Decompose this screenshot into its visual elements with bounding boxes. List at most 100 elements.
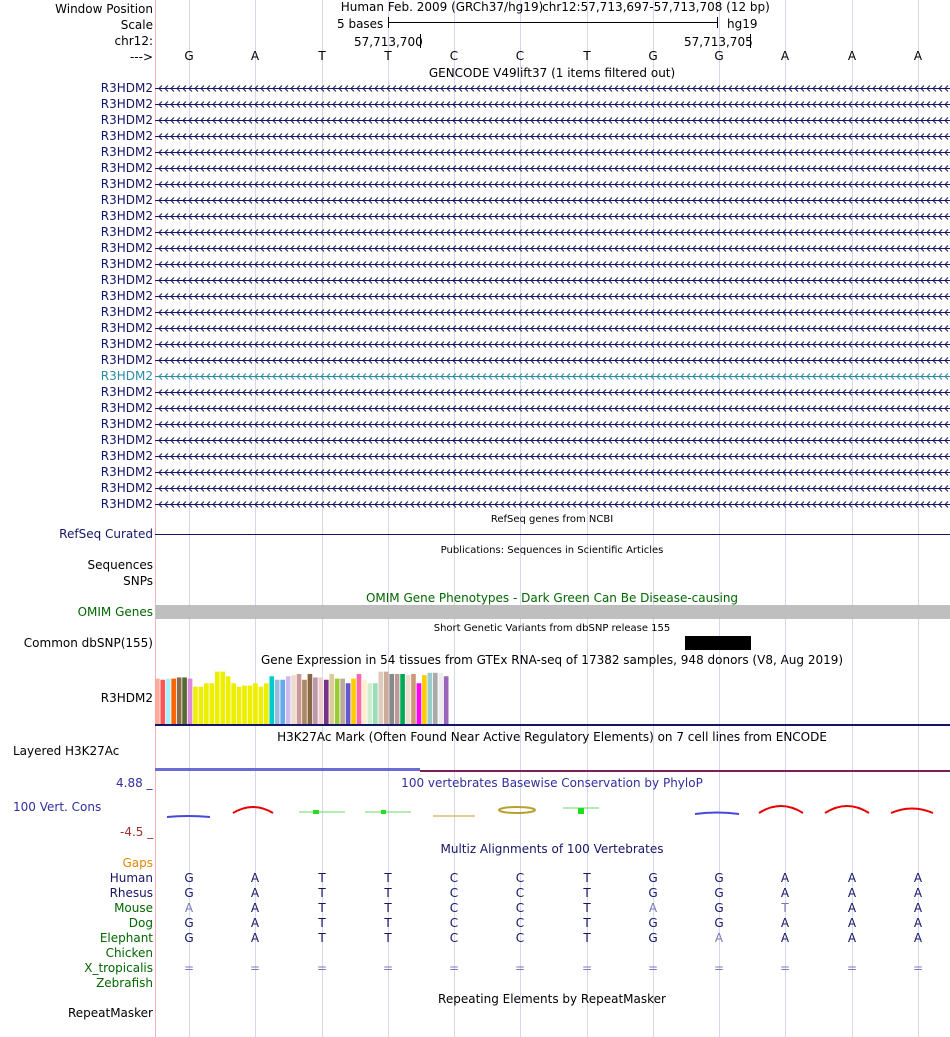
dbsnp-label[interactable]: Common dbSNP(155) [23,636,153,650]
gtex-tissue-bar[interactable] [247,685,253,725]
sequences-label[interactable]: Sequences [87,558,153,572]
gtex-tissue-bar[interactable] [307,673,313,725]
gene-label-r3hdm2[interactable]: R3HDM2 [100,273,153,287]
gene-label-r3hdm2[interactable]: R3HDM2 [100,161,153,175]
gene-label-r3hdm2[interactable]: R3HDM2 [100,257,153,271]
gtex-gene-label[interactable]: R3HDM2 [100,691,153,705]
species-label-human[interactable]: Human [109,871,153,885]
gencode-transcript-r3hdm2[interactable] [155,339,950,350]
gtex-tissue-bar[interactable] [155,678,160,725]
gtex-tissue-bar[interactable] [231,683,236,725]
species-label-dog[interactable]: Dog [128,916,153,930]
gtex-tissue-bar[interactable] [258,686,264,725]
gtex-tissue-bar[interactable] [405,675,411,725]
h3k27ac-label[interactable]: Layered H3K27Ac [13,744,120,758]
gene-label-r3hdm2[interactable]: R3HDM2 [100,129,153,143]
gencode-transcript-r3hdm2[interactable] [155,179,950,190]
gtex-tissue-bar[interactable] [389,673,394,725]
gencode-transcript-r3hdm2[interactable] [155,211,950,222]
gencode-transcript-r3hdm2[interactable] [155,131,950,142]
gtex-tissue-bar[interactable] [400,673,405,725]
gtex-tissue-bar[interactable] [323,679,329,725]
gtex-tissue-bar[interactable] [274,679,280,725]
gene-label-r3hdm2[interactable]: R3HDM2 [100,145,153,159]
gtex-tissue-bar[interactable] [264,683,269,725]
gene-label-r3hdm2[interactable]: R3HDM2 [100,305,153,319]
gtex-tissue-bar[interactable] [416,683,422,725]
gtex-tissue-bar[interactable] [225,676,231,725]
gene-label-r3hdm2[interactable]: R3HDM2 [100,225,153,239]
gene-label-r3hdm2[interactable]: R3HDM2 [100,209,153,223]
gencode-transcript-r3hdm2[interactable] [155,483,950,494]
gtex-tissue-bar[interactable] [334,678,340,725]
species-label-zebrafish[interactable]: Zebrafish [96,976,153,990]
gtex-tissue-bar[interactable] [302,679,307,725]
gtex-tissue-bar[interactable] [318,677,324,725]
gene-label-r3hdm2[interactable]: R3HDM2 [100,449,153,463]
omim-label[interactable]: OMIM Genes [77,605,153,619]
gtex-tissue-bar[interactable] [362,679,367,725]
track-image-panel[interactable]: Human Feb. 2009 (GRCh37/hg19) chr12:57,7… [155,0,950,1037]
gene-label-r3hdm2[interactable]: R3HDM2 [100,369,153,383]
gtex-tissue-bar[interactable] [373,683,378,725]
gtex-tissue-bar[interactable] [285,676,291,725]
gtex-tissue-bar[interactable] [209,683,215,725]
gene-label-r3hdm2[interactable]: R3HDM2 [100,289,153,303]
gtex-tissue-bar[interactable] [313,677,318,725]
gene-label-r3hdm2[interactable]: R3HDM2 [100,241,153,255]
gtex-tissue-bar[interactable] [165,678,171,725]
gtex-tissue-bar[interactable] [383,671,389,725]
gene-label-r3hdm2[interactable]: R3HDM2 [100,417,153,431]
gtex-tissue-bar[interactable] [378,671,384,725]
gtex-tissue-bar[interactable] [345,683,351,725]
gencode-transcript-r3hdm2[interactable] [155,115,950,126]
gtex-tissue-bar[interactable] [269,676,275,725]
gene-label-r3hdm2[interactable]: R3HDM2 [100,193,153,207]
gencode-transcript-r3hdm2[interactable] [155,403,950,414]
gencode-transcript-r3hdm2[interactable] [155,275,950,286]
gencode-transcript-r3hdm2[interactable] [155,419,950,430]
gencode-transcript-r3hdm2[interactable] [155,467,950,478]
gene-label-r3hdm2[interactable]: R3HDM2 [100,465,153,479]
gencode-transcript-r3hdm2[interactable] [155,83,950,94]
gene-label-r3hdm2[interactable]: R3HDM2 [100,385,153,399]
gtex-tissue-bar[interactable] [198,686,204,725]
gene-label-r3hdm2[interactable]: R3HDM2 [100,337,153,351]
species-label-chicken[interactable]: Chicken [105,946,153,960]
gencode-transcript-r3hdm2[interactable] [155,195,950,206]
gene-label-r3hdm2[interactable]: R3HDM2 [100,177,153,191]
gtex-tissue-bar[interactable] [296,673,302,725]
gencode-transcript-r3hdm2[interactable] [155,371,950,382]
gtex-tissue-bar[interactable] [253,683,258,725]
gencode-transcript-r3hdm2[interactable] [155,451,950,462]
gencode-transcript-r3hdm2[interactable] [155,387,950,398]
gtex-tissue-bar[interactable] [438,672,444,725]
gtex-tissue-bar[interactable] [356,673,362,725]
gtex-tissue-bar[interactable] [236,686,242,725]
gtex-tissue-bar[interactable] [340,678,345,725]
refseq-line[interactable] [155,534,950,535]
gene-label-r3hdm2[interactable]: R3HDM2 [100,353,153,367]
gtex-tissue-bar[interactable] [220,671,226,725]
gtex-tissue-bar[interactable] [329,673,335,725]
gencode-transcript-r3hdm2[interactable] [155,435,950,446]
gencode-transcript-r3hdm2[interactable] [155,163,950,174]
phylop-conservation-plot[interactable] [155,796,950,826]
gtex-tissue-bar[interactable] [411,673,416,725]
gtex-tissue-bar[interactable] [443,676,449,725]
species-label-elephant[interactable]: Elephant [99,931,153,945]
gtex-tissue-bar[interactable] [182,677,187,725]
gencode-transcript-r3hdm2[interactable] [155,323,950,334]
refseq-label[interactable]: RefSeq Curated [59,527,153,541]
gencode-transcript-r3hdm2[interactable] [155,259,950,270]
gencode-transcript-r3hdm2[interactable] [155,355,950,366]
gtex-tissue-bar[interactable] [422,675,427,725]
gtex-tissue-bar[interactable] [187,678,193,725]
gencode-transcript-r3hdm2[interactable] [155,227,950,238]
gencode-transcript-r3hdm2[interactable] [155,243,950,254]
h3k27ac-signal-maroon[interactable] [420,770,950,772]
omim-gene-bar[interactable] [155,605,950,619]
species-label-rhesus[interactable]: Rhesus [109,886,153,900]
gene-label-r3hdm2[interactable]: R3HDM2 [100,81,153,95]
gtex-tissue-bar[interactable] [432,672,438,725]
